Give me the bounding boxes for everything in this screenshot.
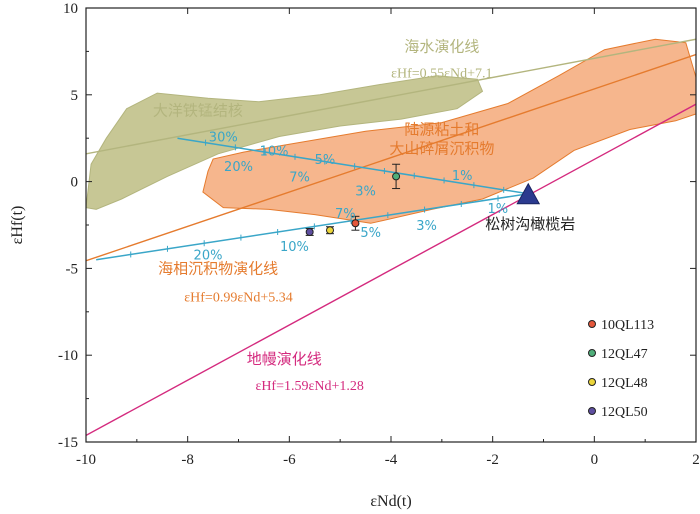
evolution-line-1 bbox=[86, 38, 696, 155]
labels-layer: 30%20%10%7%5%3%1%20%10%7%5% 3%1%松树沟橄榄岩大洋铁… bbox=[153, 37, 575, 394]
mixing-layer bbox=[96, 137, 529, 261]
line-equation-label: εHf=0.99εNd+5.34 bbox=[184, 290, 292, 305]
line-equation-label: εHf=0.55εNd+7.1 bbox=[391, 66, 492, 81]
y-tick-label: -15 bbox=[58, 435, 78, 451]
legend-label: 10QL113 bbox=[601, 318, 654, 333]
data-point-12QL48 bbox=[326, 226, 334, 235]
mixing-curve-2 bbox=[96, 193, 529, 261]
songshugou-peridotite-marker bbox=[516, 182, 541, 205]
x-tick-label: -6 bbox=[283, 452, 296, 468]
data-point-12QL50 bbox=[305, 227, 314, 236]
x-tick-label: -2 bbox=[486, 452, 499, 468]
y-tick-label: -10 bbox=[58, 348, 78, 364]
data-point-10QL113 bbox=[351, 219, 360, 228]
x-tick-label: -10 bbox=[76, 452, 96, 468]
x-axis-label: εNd(t) bbox=[370, 493, 411, 510]
ferromanganese-nodule-region bbox=[86, 75, 484, 210]
mixing-percent-label: 5% bbox=[360, 226, 381, 241]
y-tick-label: 5 bbox=[71, 88, 79, 104]
data-point-12QL47 bbox=[392, 172, 401, 181]
mixing-percent-label: 1% bbox=[487, 202, 508, 217]
x-tick-label: 2 bbox=[692, 452, 700, 468]
y-tick-label: -5 bbox=[66, 261, 79, 277]
points-layer bbox=[305, 163, 541, 236]
line-equation-label: εHf=1.59εNd+1.28 bbox=[255, 379, 363, 394]
legend-marker bbox=[588, 407, 596, 415]
line-name-label: 地幔演化线 bbox=[247, 350, 322, 368]
y-tick-label: 0 bbox=[71, 175, 79, 191]
legend-label: 12QL50 bbox=[601, 405, 648, 420]
mixing-percent-label: 20% bbox=[224, 160, 253, 175]
legend-label: 12QL47 bbox=[601, 347, 648, 362]
evolution-line-2 bbox=[86, 53, 696, 262]
y-axis-label: εHf(t) bbox=[9, 206, 26, 245]
evolution-line-3 bbox=[86, 103, 696, 437]
nodule-region-label: 大洋铁锰结核 bbox=[153, 102, 243, 120]
lines-layer bbox=[86, 38, 696, 437]
terrigenous-region-label: 陆源粘土和大山碎屑沉积物 bbox=[389, 121, 494, 158]
mixing-percent-label: 10% bbox=[280, 240, 309, 255]
mixing-percent-label: 20% bbox=[194, 249, 223, 264]
mixing-percent-label: 5% bbox=[315, 153, 336, 168]
mixing-percent-label: 10% bbox=[260, 145, 289, 160]
mixing-percent-label: 3% bbox=[355, 184, 376, 199]
terrigenous-sediment-region bbox=[202, 38, 696, 224]
y-tick-label: 10 bbox=[63, 1, 78, 17]
regions-layer bbox=[86, 38, 696, 224]
line-name-label: 海相沉积物演化线 bbox=[158, 260, 278, 278]
mixing-percent-label: 7% bbox=[289, 171, 310, 186]
x-tick-label: 0 bbox=[591, 452, 599, 468]
legend-marker bbox=[588, 378, 596, 386]
mixing-percent-label: 3% bbox=[416, 219, 437, 234]
legend-marker bbox=[588, 320, 596, 328]
legend-label: 12QL48 bbox=[601, 376, 648, 391]
mixing-percent-label: 7% bbox=[335, 207, 356, 222]
legend-marker bbox=[588, 349, 596, 357]
x-tick-label: -4 bbox=[385, 452, 398, 468]
endmember-label: 松树沟橄榄岩 bbox=[485, 215, 575, 233]
mixing-percent-label: 1% bbox=[452, 169, 473, 184]
mixing-curve-1 bbox=[177, 137, 529, 195]
x-tick-label: -8 bbox=[181, 452, 194, 468]
legend: 10QL113 12QL47 12QL48 12QL50 bbox=[588, 318, 654, 420]
mixing-percent-label: 30% bbox=[209, 131, 238, 146]
line-name-label: 海水演化线 bbox=[404, 37, 479, 55]
